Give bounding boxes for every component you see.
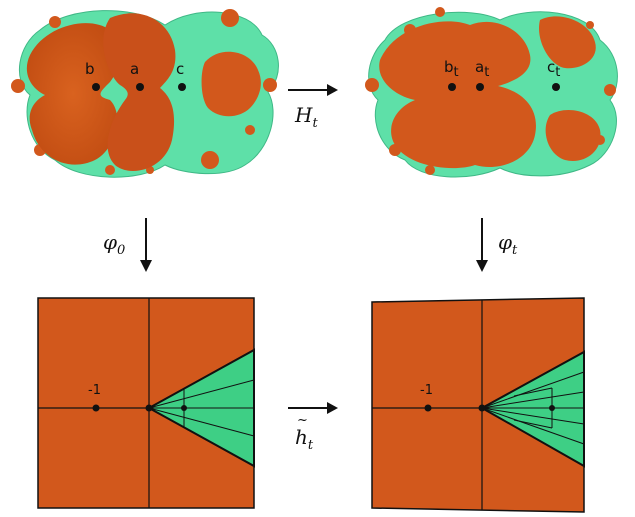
right-label-c: ct xyxy=(547,58,560,80)
left-julia-basin-a xyxy=(103,13,176,172)
map-htilde-arrow: ~ ht xyxy=(288,402,338,453)
right-label-b: bt xyxy=(444,58,459,80)
right-point-sector xyxy=(549,405,555,411)
left-julia-basin-b xyxy=(26,23,120,165)
left-label-c: c xyxy=(176,60,184,78)
left-square: -1 xyxy=(37,297,255,509)
left-point-origin xyxy=(145,404,153,412)
right-point-b xyxy=(448,83,456,91)
left-point-sector xyxy=(181,405,187,411)
map-H-label: Ht xyxy=(294,103,318,131)
map-phi0-label: φ0 xyxy=(103,230,125,258)
right-julia-basin-c-lower xyxy=(545,110,601,161)
right-square: -1 xyxy=(371,297,585,513)
right-point-c xyxy=(552,83,560,91)
left-square-bg xyxy=(37,297,255,509)
left-label-a: a xyxy=(130,60,139,78)
right-julia-basin-c xyxy=(539,16,596,69)
left-point-a xyxy=(136,83,144,91)
right-label-a: at xyxy=(475,58,489,80)
left-sector-rays xyxy=(148,379,255,437)
map-phit-arrow: φt xyxy=(476,218,518,272)
right-sector-rays xyxy=(481,371,585,445)
map-phi0-arrow: φ0 xyxy=(103,218,152,272)
map-H-arrow: Ht xyxy=(288,84,338,131)
left-julia-satellites xyxy=(11,9,277,175)
left-point-b xyxy=(92,83,100,91)
right-julia-basin-ab xyxy=(379,21,536,169)
map-htilde-accent: ~ xyxy=(297,413,308,428)
right-square-bg xyxy=(371,297,585,513)
left-point-c xyxy=(178,83,186,91)
map-htilde-label: ht xyxy=(295,425,314,453)
left-minus-one-label: -1 xyxy=(88,383,101,398)
left-julia-set: b a c xyxy=(11,9,279,178)
right-point-minus-one xyxy=(424,404,432,412)
right-julia-set: bt at ct xyxy=(365,7,618,178)
right-point-origin xyxy=(478,404,486,412)
left-label-b: b xyxy=(85,60,95,78)
left-point-minus-one xyxy=(92,404,100,412)
right-point-a xyxy=(476,83,484,91)
left-julia-basin-c xyxy=(201,51,261,117)
right-minus-one-label: -1 xyxy=(420,383,433,398)
map-phit-label: φt xyxy=(498,230,518,258)
